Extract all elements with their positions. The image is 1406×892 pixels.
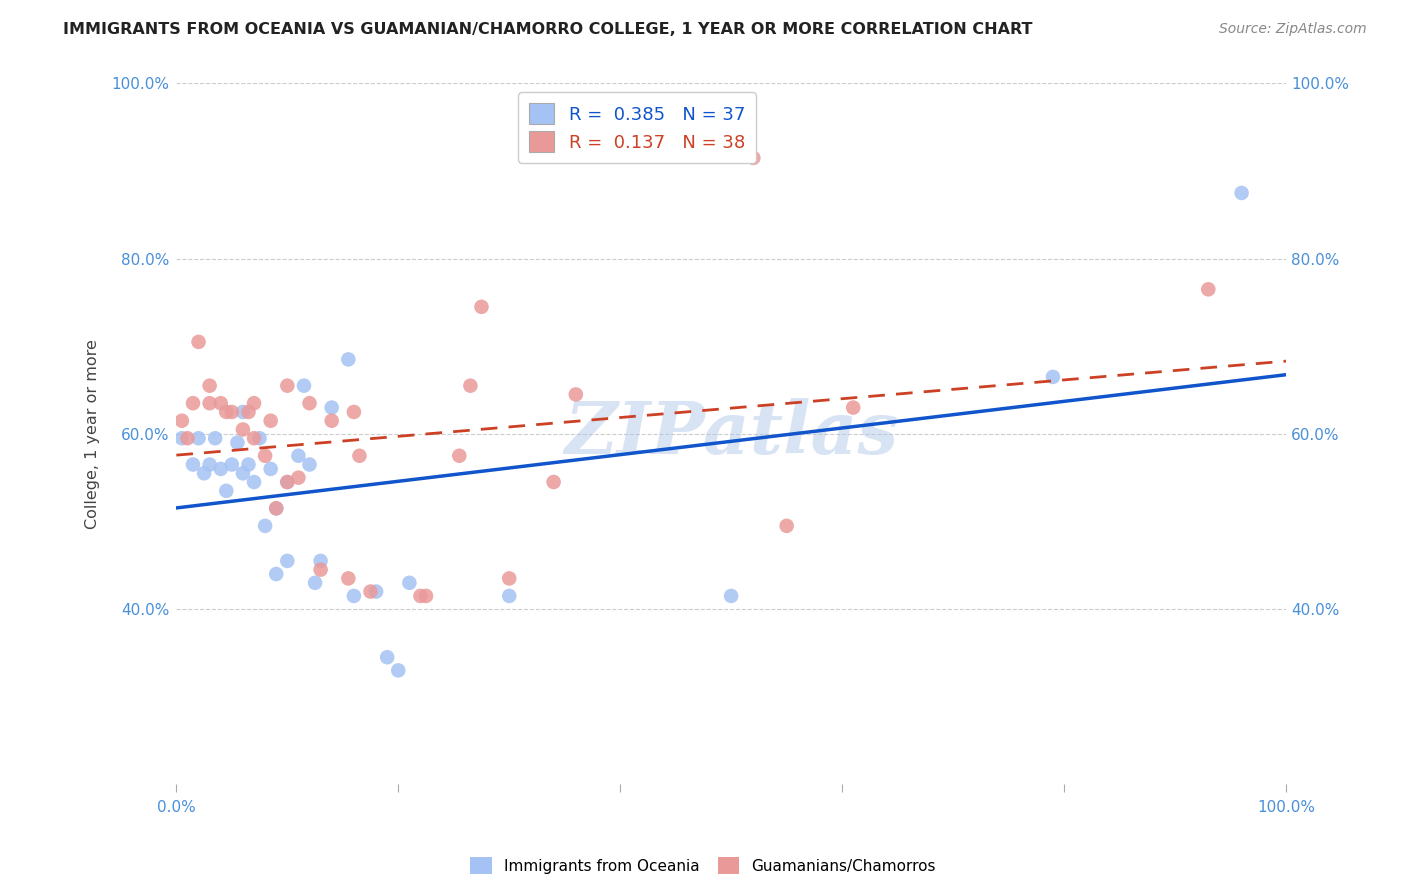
Point [387, 664, 409, 678]
Point [1042, 370, 1064, 384]
Point [232, 405, 254, 419]
Legend: Immigrants from Oceania, Guamanians/Chamorros: Immigrants from Oceania, Guamanians/Cham… [464, 851, 942, 880]
Point [460, 378, 482, 392]
Point [415, 589, 437, 603]
Point [287, 449, 309, 463]
Point [176, 431, 198, 445]
Point [187, 334, 209, 349]
Point [742, 151, 765, 165]
Point [170, 431, 193, 445]
Point [337, 571, 360, 585]
Point [349, 449, 371, 463]
Point [364, 584, 387, 599]
Point [243, 475, 266, 489]
Point [226, 435, 249, 450]
Point [449, 449, 471, 463]
Point [287, 470, 309, 484]
Point [198, 458, 221, 472]
Point [221, 458, 243, 472]
Point [409, 589, 432, 603]
Point [215, 405, 238, 419]
Point [321, 401, 343, 415]
Point [181, 458, 204, 472]
Point [243, 396, 266, 410]
Point [276, 554, 298, 568]
Point [343, 405, 366, 419]
Point [249, 431, 271, 445]
Point [276, 475, 298, 489]
Point [187, 431, 209, 445]
Point [260, 414, 283, 428]
Point [565, 387, 588, 401]
Point [221, 405, 243, 419]
Point [209, 396, 232, 410]
Point [181, 396, 204, 410]
Point [543, 475, 565, 489]
Point [260, 462, 283, 476]
Point [215, 483, 238, 498]
Point [298, 458, 321, 472]
Point [470, 300, 492, 314]
Point [238, 405, 260, 419]
Point [193, 467, 215, 481]
Point [276, 475, 298, 489]
Point [243, 431, 266, 445]
Point [498, 571, 520, 585]
Point [204, 431, 226, 445]
Point [775, 519, 797, 533]
Point [343, 589, 366, 603]
Point [309, 554, 332, 568]
Text: IMMIGRANTS FROM OCEANIA VS GUAMANIAN/CHAMORRO COLLEGE, 1 YEAR OR MORE CORRELATIO: IMMIGRANTS FROM OCEANIA VS GUAMANIAN/CHA… [63, 22, 1033, 37]
Point [842, 401, 865, 415]
Point [1197, 282, 1219, 296]
Point [298, 396, 321, 410]
Point [276, 378, 298, 392]
Y-axis label: College, 1 year or more: College, 1 year or more [86, 339, 100, 529]
Text: ZIPatlas: ZIPatlas [564, 399, 898, 469]
Point [292, 378, 315, 392]
Point [198, 378, 221, 392]
Point [1230, 186, 1253, 200]
Point [720, 589, 742, 603]
Point [238, 458, 260, 472]
Point [254, 449, 277, 463]
Point [309, 563, 332, 577]
Point [209, 462, 232, 476]
Text: Source: ZipAtlas.com: Source: ZipAtlas.com [1219, 22, 1367, 37]
Point [264, 567, 287, 582]
Point [360, 584, 382, 599]
Point [170, 414, 193, 428]
Legend: R =  0.385   N = 37, R =  0.137   N = 38: R = 0.385 N = 37, R = 0.137 N = 38 [519, 93, 756, 163]
Point [264, 501, 287, 516]
Point [254, 519, 277, 533]
Point [304, 575, 326, 590]
Point [375, 650, 398, 665]
Point [264, 501, 287, 516]
Point [498, 589, 520, 603]
Point [337, 352, 360, 367]
Point [321, 414, 343, 428]
Point [398, 575, 420, 590]
Point [232, 422, 254, 436]
Point [198, 396, 221, 410]
Point [232, 467, 254, 481]
